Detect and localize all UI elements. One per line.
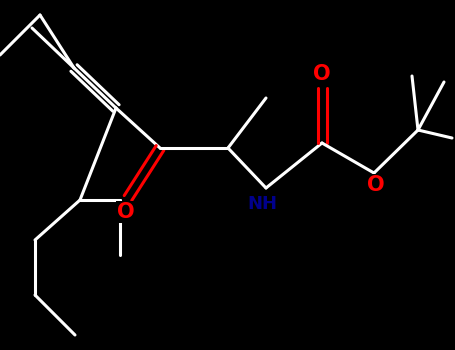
Text: O: O (117, 202, 135, 222)
Text: O: O (367, 175, 385, 195)
Text: O: O (313, 64, 331, 84)
Text: NH: NH (247, 195, 277, 213)
